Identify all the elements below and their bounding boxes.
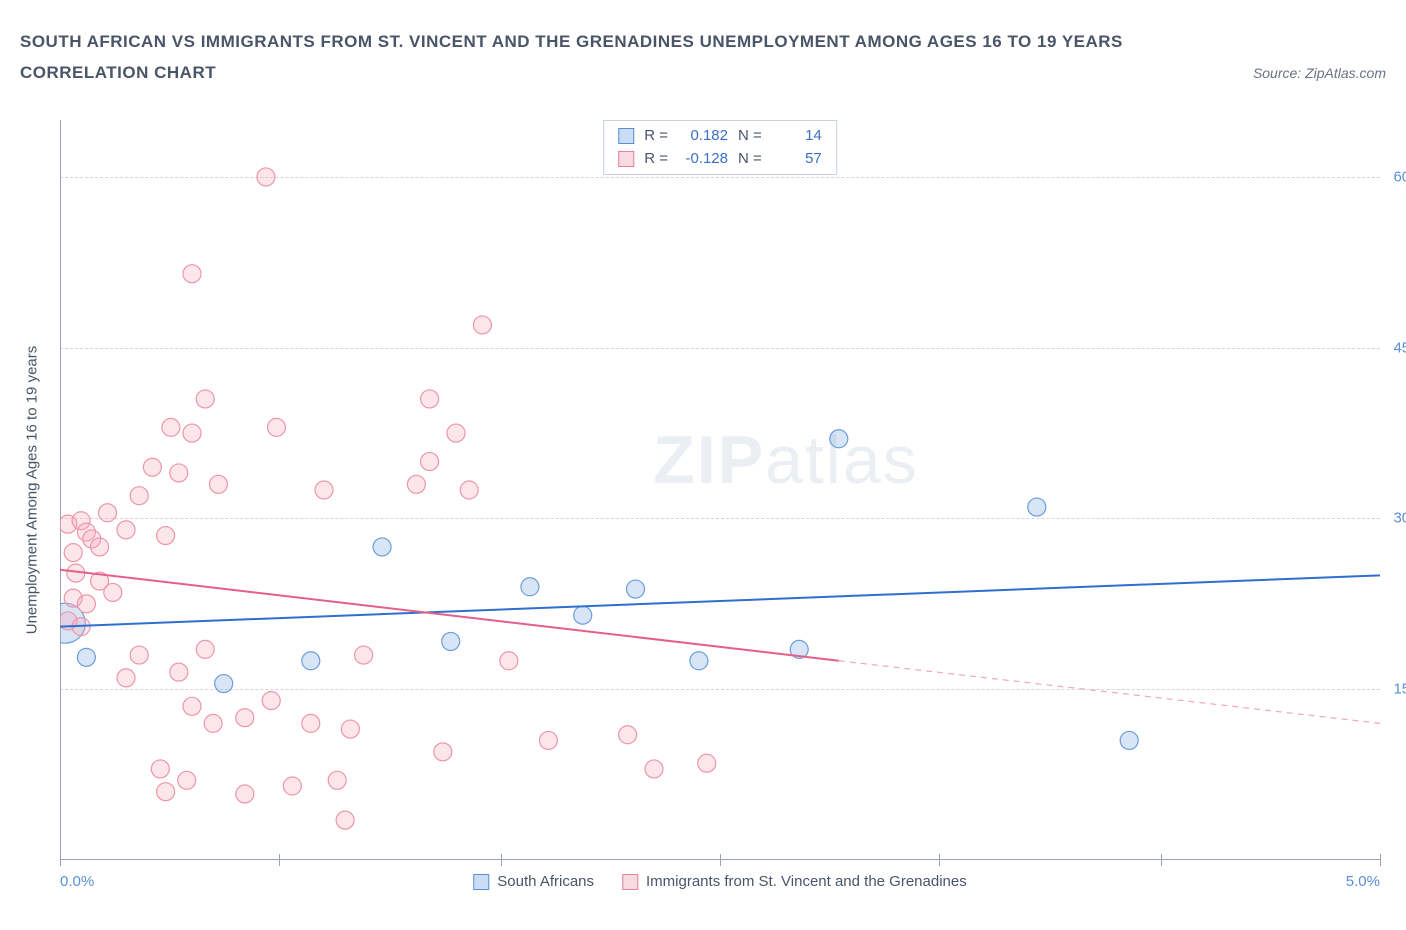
legend-swatch-blue-2 [473,874,489,890]
legend-text-1: South Africans [497,873,594,890]
legend-stats-row-1: R = 0.182 N = 14 [618,125,822,148]
n-label-2: N = [738,148,762,171]
chart-subtitle: CORRELATION CHART [20,63,216,83]
y-tick-label: 60.0% [1393,168,1406,185]
legend-text-2: Immigrants from St. Vincent and the Gren… [646,873,967,890]
trend-line [60,575,1380,626]
chart-source: Source: ZipAtlas.com [1253,65,1386,81]
r-value-1: 0.182 [678,125,728,148]
r-value-2: -0.128 [678,148,728,171]
x-min-label: 0.0% [60,873,94,890]
n-value-1: 14 [772,125,822,148]
r-label: R = [644,125,668,148]
trend-line [60,570,839,661]
legend-stats-box: R = 0.182 N = 14 R = -0.128 N = 57 [603,120,837,175]
trend-line [839,661,1380,724]
n-value-2: 57 [772,148,822,171]
legend-item-2: Immigrants from St. Vincent and the Gren… [622,873,967,890]
legend-stats-row-2: R = -0.128 N = 57 [618,148,822,171]
y-tick-label: 15.0% [1393,681,1406,698]
chart-area: Unemployment Among Ages 16 to 19 years Z… [60,120,1380,860]
x-tick [1380,854,1381,866]
chart-header: SOUTH AFRICAN VS IMMIGRANTS FROM ST. VIN… [0,0,1406,83]
trend-lines [60,120,1380,860]
y-tick-label: 45.0% [1393,339,1406,356]
subtitle-row: CORRELATION CHART Source: ZipAtlas.com [20,63,1386,83]
legend-swatch-blue [618,128,634,144]
legend-swatch-pink-2 [622,874,638,890]
legend-item-1: South Africans [473,873,594,890]
chart-title: SOUTH AFRICAN VS IMMIGRANTS FROM ST. VIN… [20,28,1386,55]
y-tick-label: 30.0% [1393,510,1406,527]
r-label-2: R = [644,148,668,171]
n-label: N = [738,125,762,148]
bottom-legend: South Africans Immigrants from St. Vince… [473,873,966,890]
legend-swatch-pink [618,151,634,167]
x-max-label: 5.0% [1346,873,1380,890]
y-axis-label: Unemployment Among Ages 16 to 19 years [24,346,41,635]
